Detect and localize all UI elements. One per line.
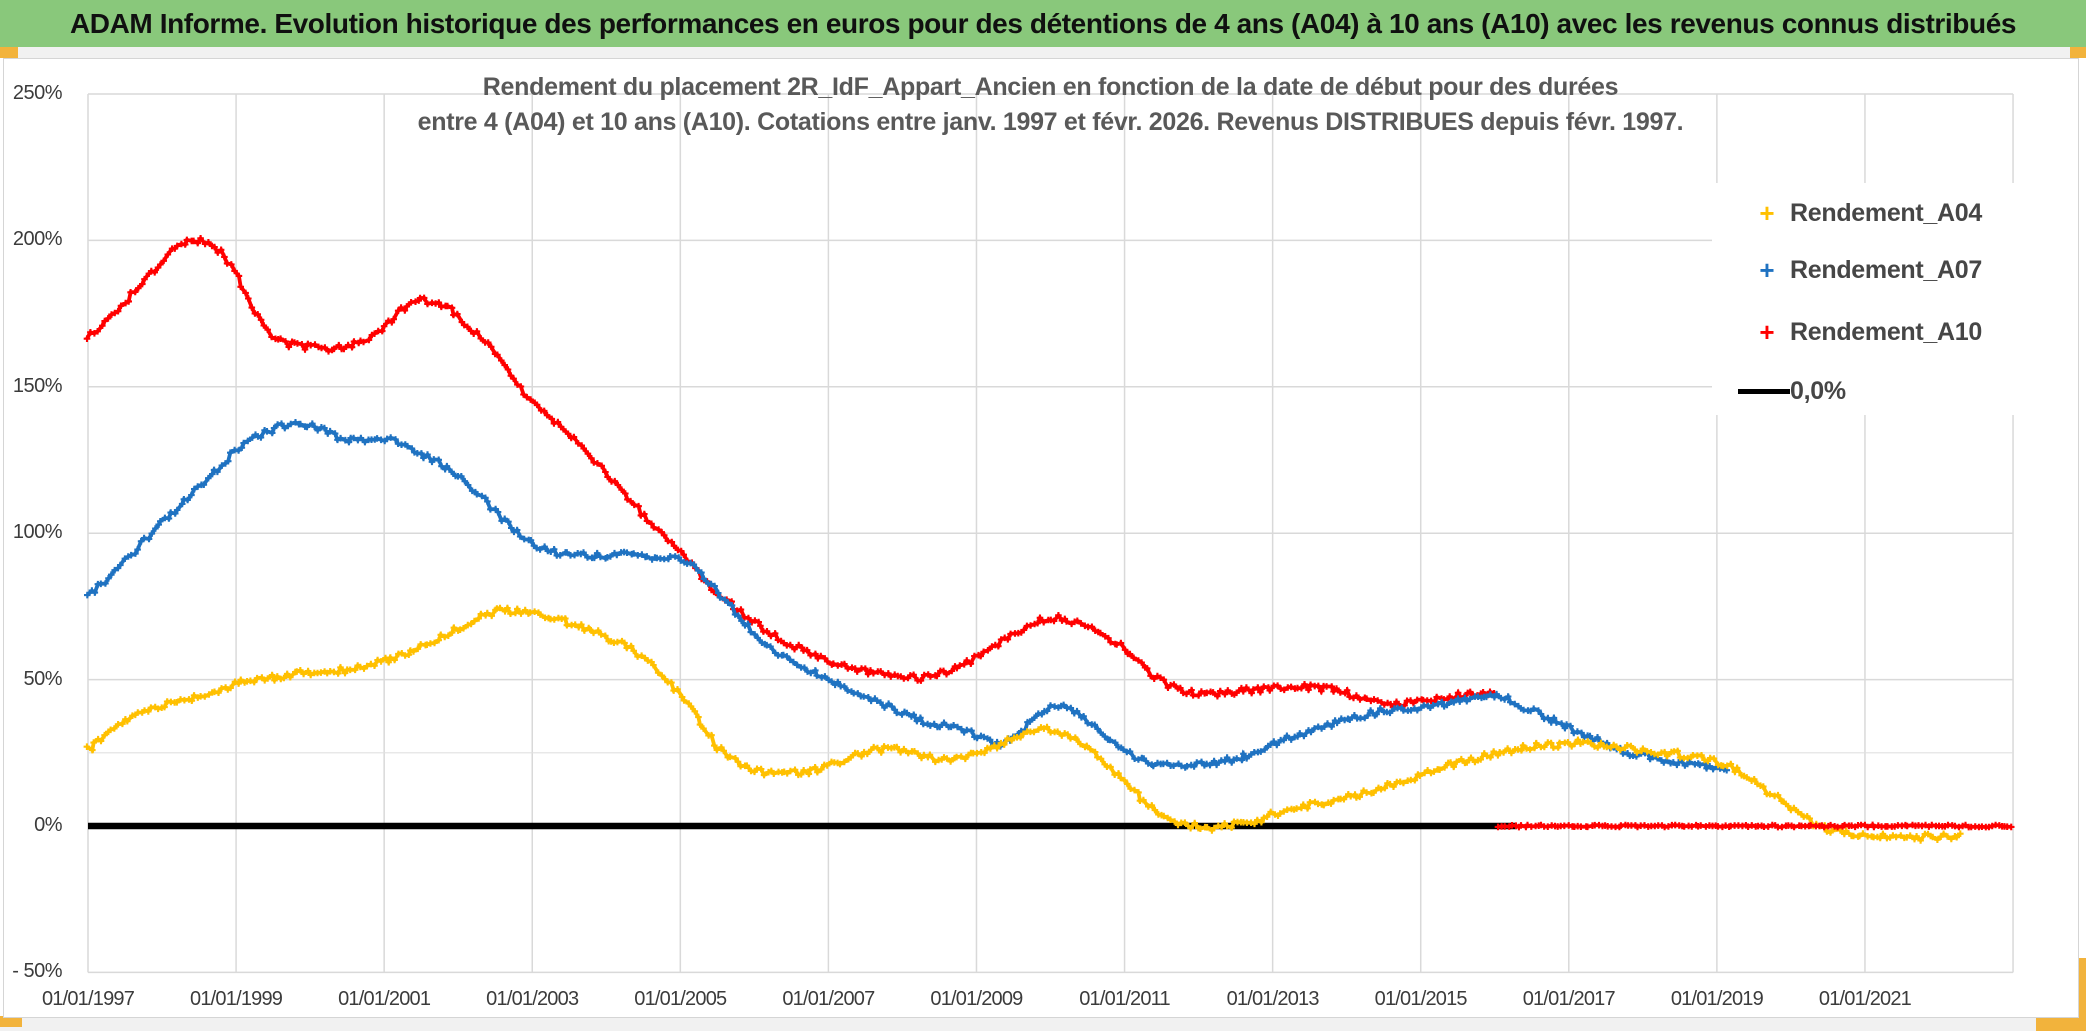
y-tick-label: - 50% (12, 960, 62, 983)
legend-label: Rendement_A07 (1790, 255, 1982, 284)
plus-marker-icon: + (1759, 255, 1775, 285)
x-tick-label: 01/01/2003 (486, 988, 579, 1010)
x-tick-label: 01/01/1999 (190, 988, 283, 1010)
x-tick-label: 01/01/2005 (634, 988, 727, 1010)
legend-label: 0,0% (1790, 376, 1846, 405)
app-title-bar: ADAM Informe. Evolution historique des p… (0, 0, 2086, 47)
x-tick-label: 01/01/2015 (1374, 988, 1468, 1010)
gold-border-bottom-right (2036, 1014, 2086, 1031)
gold-border-top-left (0, 47, 18, 58)
chart-title-line1: Rendement du placement 2R_IdF_Appart_Anc… (482, 73, 1619, 101)
legend-label: Rendement_A10 (1790, 317, 1982, 346)
legend-item-rendement-a07[interactable]: + Rendement_A07 (1712, 253, 2068, 287)
y-tick-label: 200% (12, 228, 63, 251)
x-tick-label: 01/01/2011 (1079, 988, 1170, 1010)
chart-title: Rendement du placement 2R_IdF_Appart_Anc… (88, 70, 2013, 140)
x-tick-label: 01/01/2019 (1670, 988, 1764, 1010)
chart-legend: + Rendement_A04 + Rendement_A07 + Rendement_A… (1712, 183, 2068, 415)
y-tick-label: 0% (34, 814, 62, 836)
gold-border-bottom-left (0, 1016, 22, 1027)
plus-marker-icon: + (1759, 317, 1775, 347)
legend-item-rendement-a10[interactable]: + Rendement_A10 (1712, 315, 2068, 349)
x-tick-label: 01/01/2001 (338, 988, 431, 1010)
x-tick-label: 01/01/2009 (930, 988, 1023, 1010)
x-tick-label: 01/01/2017 (1522, 988, 1616, 1010)
x-tick-label: 01/01/2021 (1818, 988, 1912, 1010)
row-strip-bottom (0, 1016, 2086, 1031)
x-tick-label: 01/01/2007 (782, 988, 875, 1010)
gold-border-top-right (2070, 47, 2086, 58)
y-tick-label: 100% (12, 521, 63, 544)
zero-line-icon (1738, 388, 1790, 394)
y-tick-label: 250% (12, 82, 63, 104)
x-tick-label: 01/01/2013 (1226, 988, 1320, 1010)
y-tick-label: 50% (23, 667, 62, 690)
chart-title-line2: entre 4 (A04) et 10 ans (A10). Cotations… (417, 108, 1684, 136)
y-tick-label: 150% (12, 374, 63, 397)
legend-label: Rendement_A04 (1790, 198, 1982, 227)
row-strip-top (0, 47, 2086, 58)
plus-marker-icon: + (1759, 198, 1775, 228)
legend-item-0-0-[interactable]: 0,0% (1712, 374, 2068, 408)
legend-item-rendement-a04[interactable]: + Rendement_A04 (1712, 196, 2068, 230)
page-title: ADAM Informe. Evolution historique des p… (69, 7, 2017, 39)
x-tick-label: 01/01/1997 (41, 988, 135, 1010)
